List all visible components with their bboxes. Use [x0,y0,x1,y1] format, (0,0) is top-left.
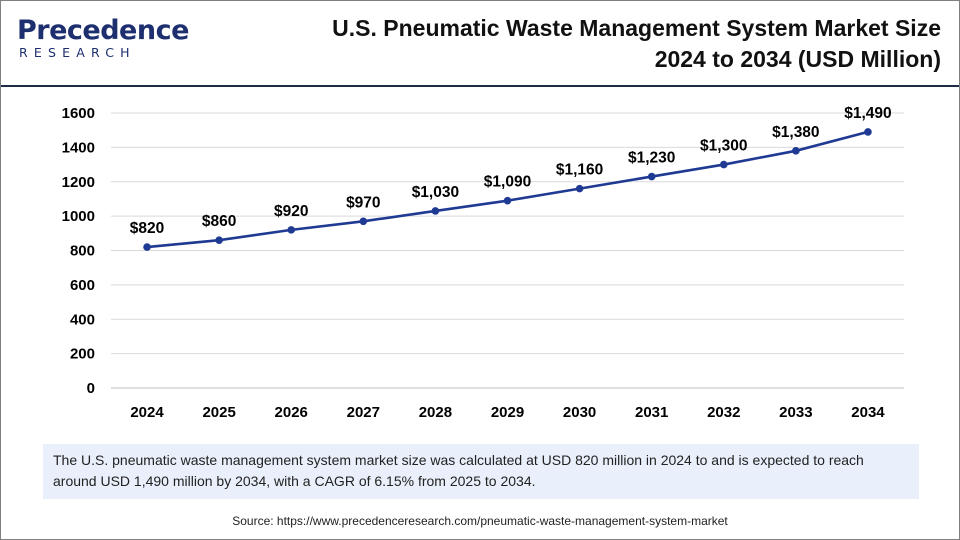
data-label: $1,090 [484,174,531,191]
x-tick-label: 2026 [275,404,308,421]
data-point [359,217,368,226]
data-label: $1,030 [412,184,459,201]
data-point [143,243,151,251]
x-tick-label: 2033 [779,404,812,421]
x-tick-label: 2027 [347,404,380,421]
logo-subtitle: RESEARCH [19,45,136,60]
data-point [503,196,512,205]
chart-title-line-1: U.S. Pneumatic Waste Management System M… [332,15,941,41]
source-note: Source: https://www.precedenceresearch.c… [232,514,728,528]
y-tick-label: 1200 [62,174,95,191]
data-label: $1,230 [628,150,675,167]
x-axis-ticks: 2024 2025 2026 2027 2028 2029 2030 2031 2032 2033… [130,404,885,421]
data-label: $820 [130,220,164,237]
x-tick-label: 2024 [130,404,164,421]
chart-title-line-2: 2024 to 2034 (USD Million) [654,46,941,72]
y-tick-label: 1400 [62,139,95,156]
x-tick-label: 2031 [635,404,668,421]
data-label: $970 [346,194,380,211]
brand-logo: Precedence RESEARCH [17,15,189,65]
logo-wordmark: Precedence [17,15,189,46]
x-tick-label: 2025 [202,404,235,421]
y-tick-label: 1000 [62,208,95,225]
x-tick-label: 2028 [419,404,452,421]
data-point [431,207,440,215]
data-points [143,128,872,251]
data-point [792,147,800,155]
gridlines [111,112,904,389]
x-tick-label: 2032 [707,404,740,421]
chart-title: U.S. Pneumatic Waste Management System M… [181,13,941,75]
y-tick-label: 200 [70,346,95,363]
data-label: $1,300 [700,138,747,155]
data-label: $920 [274,203,308,220]
data-point [647,172,656,181]
data-label: $1,160 [556,162,603,179]
data-point [864,128,872,136]
data-point [215,236,223,244]
header: Precedence RESEARCH U.S. Pneumatic Waste… [1,1,959,87]
y-tick-label: 800 [70,243,95,260]
data-label: $860 [202,213,236,230]
y-tick-label: 600 [70,277,95,294]
y-tick-label: 0 [87,380,95,397]
y-tick-label: 1600 [62,105,95,122]
x-tick-label: 2029 [491,404,524,421]
data-label: $1,380 [772,124,819,141]
data-point [575,184,584,193]
x-tick-label: 2030 [563,404,596,421]
data-point [287,226,296,234]
data-labels: $820 $860 $920 $970 $1,030 $1,090 $1,160 $1,230… [130,105,892,237]
y-tick-label: 400 [70,311,95,328]
data-label: $1,490 [844,105,891,122]
data-point [719,160,728,169]
description-box: The U.S. pneumatic waste management syst… [43,444,919,499]
x-tick-label: 2034 [851,404,885,421]
y-axis-ticks: 0 200 400 600 800 1000 1200 1400 1600 [62,105,95,397]
